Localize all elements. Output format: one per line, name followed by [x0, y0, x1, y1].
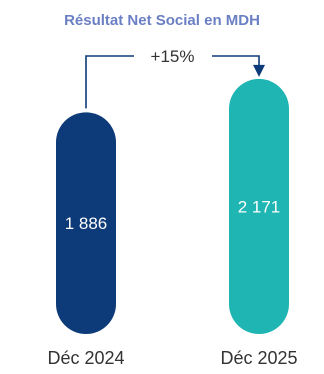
growth-label: +15%: [151, 47, 195, 66]
growth-arrow: [85, 55, 265, 109]
category-label-2: Déc 2025: [220, 348, 297, 368]
bar-value-label-1: 1 886: [65, 214, 108, 233]
growth-arrow-line: [85, 55, 260, 109]
category-label-1: Déc 2024: [47, 348, 124, 368]
bar-1: [56, 112, 116, 335]
bars-layer: 1 886 Déc 2024 2 171 Déc 2025: [47, 78, 298, 368]
chart-title: Résultat Net Social en MDH: [64, 12, 260, 29]
bar-2: [229, 78, 289, 334]
bar-value-label-2: 2 171: [238, 197, 281, 216]
growth-arrow-head: [253, 64, 265, 77]
